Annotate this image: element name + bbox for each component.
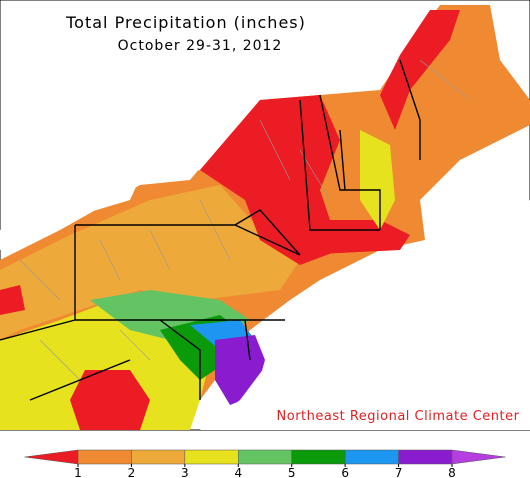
colorbar-tick-label: 7 [395,466,403,478]
colorbar-tick-label: 2 [128,466,136,478]
title: Total Precipitation (inches) [65,13,306,32]
colorbar-tick-label: 1 [74,466,82,478]
region [0,285,25,315]
colorbar-swatch [451,449,506,465]
region [300,220,410,255]
colorbar-swatch [77,449,132,465]
colorbar-swatch [398,449,453,465]
colorbar-swatch [344,449,399,465]
county-lines [19,59,471,381]
lake [0,178,140,250]
region [360,130,395,230]
credit: Northeast Regional Climate Center [277,409,520,424]
colorbar-tick-label: 4 [234,466,242,478]
colorbar-tick-label: 6 [341,466,349,478]
colorbar-tick-label: 5 [288,466,296,478]
region [70,370,150,430]
colorbar-swatch [131,449,186,465]
lake [110,165,200,195]
subtitle: October 29-31, 2012 [118,38,283,54]
region [157,237,213,271]
colorbar-swatch [238,449,292,465]
region [200,95,340,265]
colorbar-tick-label: 3 [181,466,189,478]
map [0,5,530,430]
colorbar-swatch [24,449,79,465]
region [380,10,460,130]
colorbar-swatch [184,449,239,465]
state-lines [0,59,421,401]
ocean [200,200,530,430]
colorbar-tick-label: 8 [448,466,456,478]
colorbar-swatch [291,449,346,465]
